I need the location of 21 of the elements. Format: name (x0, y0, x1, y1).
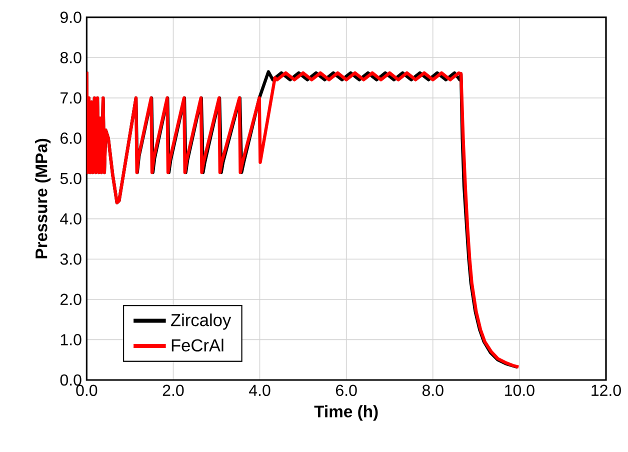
x-tick-label: 2.0 (162, 384, 184, 396)
x-tick-label: 12.0 (592, 384, 621, 396)
x-tick-label: 10.0 (505, 384, 534, 396)
y-tick-label: 4.0 (60, 213, 82, 224)
y-tick-label: 5.0 (60, 172, 82, 184)
y-tick-label: 1.0 (60, 334, 82, 346)
y-tick-label: 3.0 (60, 253, 82, 265)
x-tick-label: 6.0 (336, 384, 357, 396)
legend-label: Zircaloy (171, 314, 232, 330)
y-axis-title: Pressure (MPa) (35, 138, 51, 258)
y-tick-label: 6.0 (60, 132, 82, 144)
x-tick-label: 8.0 (422, 384, 444, 396)
y-tick-label: 9.0 (60, 12, 82, 23)
x-tick-label: 4.0 (249, 384, 270, 396)
y-tick-label: 2.0 (60, 294, 82, 306)
x-tick-label: 0.0 (76, 384, 98, 396)
y-tick-label: 0.0 (60, 374, 82, 386)
y-tick-label: 7.0 (60, 92, 82, 104)
y-tick-label: 8.0 (60, 52, 82, 64)
x-axis-title: Time (h) (314, 405, 378, 421)
legend-label: FeCrAl (172, 338, 224, 352)
